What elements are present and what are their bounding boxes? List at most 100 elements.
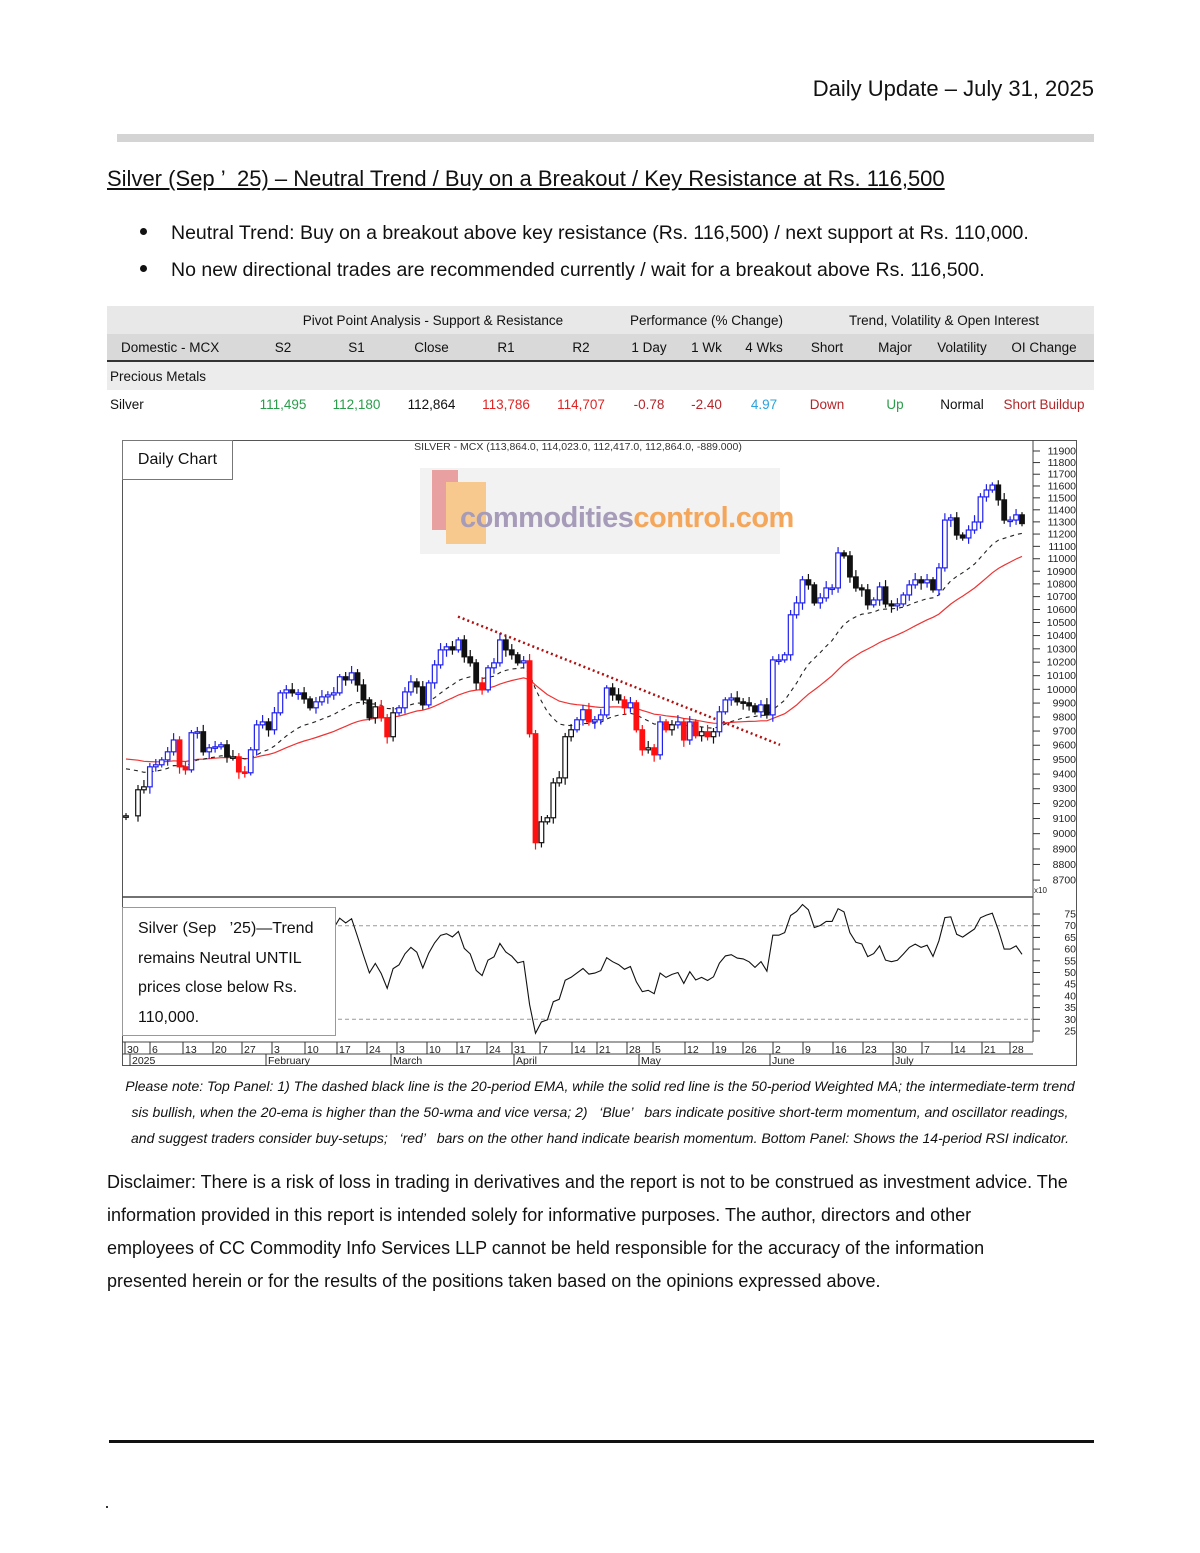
y-tick-label: 8800: [1053, 859, 1077, 871]
candle-body: [680, 721, 687, 741]
candle-body: [425, 682, 432, 706]
candle-body: [473, 662, 480, 684]
candle-body: [544, 817, 551, 823]
candle-body: [651, 747, 658, 756]
x-period-label: April: [516, 1055, 537, 1067]
y-tick-label: 11400: [1048, 504, 1077, 516]
table-row: Silver 111,495 112,180 112,864 113,786 1…: [107, 390, 1094, 418]
candle-body: [1001, 499, 1008, 521]
y-tick-label: 11200: [1048, 529, 1077, 541]
cell-4wks: 4.97: [750, 396, 778, 412]
col-header: 1 Day: [619, 334, 679, 362]
col-header: S2: [247, 334, 319, 362]
candle-body: [746, 702, 752, 707]
candle-body: [319, 696, 325, 703]
candle-body: [348, 672, 355, 681]
candle-body: [858, 587, 865, 591]
candle-body: [289, 689, 296, 694]
cell-r1: 113,786: [482, 396, 530, 412]
rsi-tick-label: 65: [1064, 932, 1076, 944]
candle-body: [585, 709, 592, 723]
candle-body: [235, 756, 242, 773]
col-header: R2: [543, 334, 619, 362]
cell-close: 112,864: [407, 396, 456, 412]
x-tick-label: 12: [687, 1044, 699, 1056]
candle-body: [141, 786, 147, 791]
candle-body: [188, 732, 195, 771]
x-tick-label: 30: [895, 1044, 907, 1056]
candle-body: [597, 714, 604, 721]
candle-body: [307, 698, 313, 709]
candle-body: [835, 552, 841, 589]
col-header: Close: [394, 334, 469, 362]
col-header: S1: [319, 334, 394, 362]
candle-body: [882, 586, 889, 605]
watermark-logo: commoditiescontrol.com: [420, 468, 794, 554]
candle-body: [342, 676, 349, 681]
y-tick-label: 11900: [1048, 446, 1077, 458]
col-header: Short: [794, 334, 860, 362]
y-tick-label: 9100: [1053, 813, 1077, 825]
candle-body: [135, 789, 141, 817]
col-header: R1: [469, 334, 543, 362]
col-header: Volatility: [930, 334, 994, 362]
disclaimer-line: information provided in this report is i…: [107, 1205, 972, 1225]
y-tick-label: 10900: [1047, 566, 1076, 578]
y-tick-label: 10400: [1047, 630, 1076, 642]
candle-body: [526, 660, 533, 735]
header-divider: [117, 134, 1094, 142]
candle-body: [580, 709, 586, 721]
candle-body: [953, 517, 960, 536]
candle-body: [324, 694, 331, 698]
cell-volatility: Normal: [940, 396, 984, 412]
pivot-table: Pivot Point Analysis - Support & Resista…: [107, 306, 1094, 418]
cell-1wk: -2.40: [691, 396, 722, 412]
col-header: Major: [860, 334, 930, 362]
cell-short: Down: [809, 396, 845, 412]
candle-body: [301, 692, 308, 700]
candle-body: [247, 749, 254, 774]
candle-body: [728, 697, 735, 701]
x-tick-label: 21: [599, 1044, 611, 1056]
y-tick-label: 9900: [1053, 698, 1077, 710]
x-tick-label: 30: [127, 1044, 139, 1056]
candle-body: [265, 721, 272, 731]
y-tick-label: 9000: [1053, 828, 1077, 840]
candle-body: [841, 552, 847, 557]
candle-body: [603, 687, 610, 716]
y-tick-label: 10500: [1047, 617, 1076, 629]
x-tick-label: 6: [152, 1044, 158, 1056]
candle-body: [313, 701, 319, 709]
candle-body: [758, 704, 764, 713]
candle-body: [372, 706, 379, 719]
candle-body: [562, 736, 569, 779]
candle-body: [983, 489, 990, 498]
candle-body: [621, 699, 628, 709]
section-label: Precious Metals: [107, 361, 1094, 390]
candle-body: [408, 681, 414, 693]
x-tick-label: 10: [307, 1044, 319, 1056]
rsi-tick-label: 55: [1064, 955, 1076, 967]
y-tick-label: 10000: [1047, 684, 1076, 696]
y-tick-label: 10200: [1047, 657, 1076, 669]
candle-body: [520, 660, 527, 664]
group-trend: Trend, Volatility & Open Interest: [794, 306, 1094, 334]
candle-body: [479, 682, 486, 691]
x-tick-label: 19: [715, 1044, 727, 1056]
candle-body: [989, 484, 996, 491]
candle-body: [218, 744, 224, 748]
bullet-bold: Neutral Trend:: [171, 222, 295, 244]
candle-body: [740, 701, 747, 704]
candle-body: [1019, 514, 1025, 525]
candle-body: [1007, 519, 1014, 523]
candle-body: [437, 649, 444, 666]
candle-body: [283, 689, 290, 694]
candle-body: [330, 692, 337, 696]
candle-body: [811, 584, 818, 604]
cell-r2: 114,707: [557, 396, 605, 412]
bullet-item: Neutral Trend: Buy on a breakout above k…: [140, 222, 1029, 245]
candle-body: [674, 721, 681, 726]
table-section-row: Precious Metals: [107, 361, 1094, 390]
candle-body: [852, 576, 859, 589]
chart-label: Daily Chart: [122, 440, 233, 480]
